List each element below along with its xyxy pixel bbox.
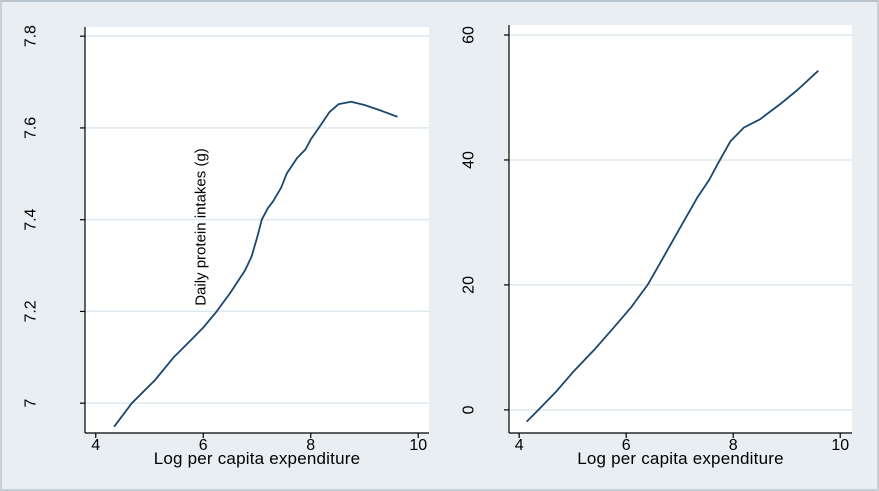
x-tick-label: 6: [199, 437, 208, 454]
y-tick-label: 7.6: [23, 117, 40, 139]
x-tick-label: 4: [515, 437, 524, 454]
daily-protein-intake-vs-expenditure-curve: [113, 100, 398, 428]
left-chart-inner-ylabel: Daily protein intakes (g): [192, 148, 210, 306]
x-tick-label: 4: [91, 437, 100, 454]
x-tick-label: 10: [409, 437, 427, 454]
y-tick-label: 7.8: [23, 25, 40, 47]
y-tick-label: 60: [461, 26, 478, 44]
left-xaxis-title: Log per capita expenditure: [153, 449, 361, 468]
x-tick-label: 8: [729, 437, 738, 454]
y-tick-label: 7: [23, 399, 40, 408]
y-tick-label: 40: [461, 151, 478, 169]
x-tick-label: 10: [831, 437, 849, 454]
x-tick-label: 8: [306, 437, 315, 454]
x-tick-label: 6: [622, 437, 631, 454]
right-xaxis-title: Log per capita expenditure: [577, 449, 784, 468]
y-tick-label: 20: [461, 276, 478, 294]
y-tick-label: 7.2: [23, 300, 40, 322]
y-tick-label: 7.4: [23, 208, 40, 230]
protein-intake-level-vs-expenditure-curve: [526, 70, 819, 423]
left-chart: 7 7.2 7.4 7.6 7.8 4 6 8 10: [23, 25, 429, 454]
left-plot-area: [85, 27, 429, 433]
y-tick-label: 0: [461, 405, 478, 414]
right-chart: 0 20 40 60 4 6 8 10: [461, 25, 852, 454]
